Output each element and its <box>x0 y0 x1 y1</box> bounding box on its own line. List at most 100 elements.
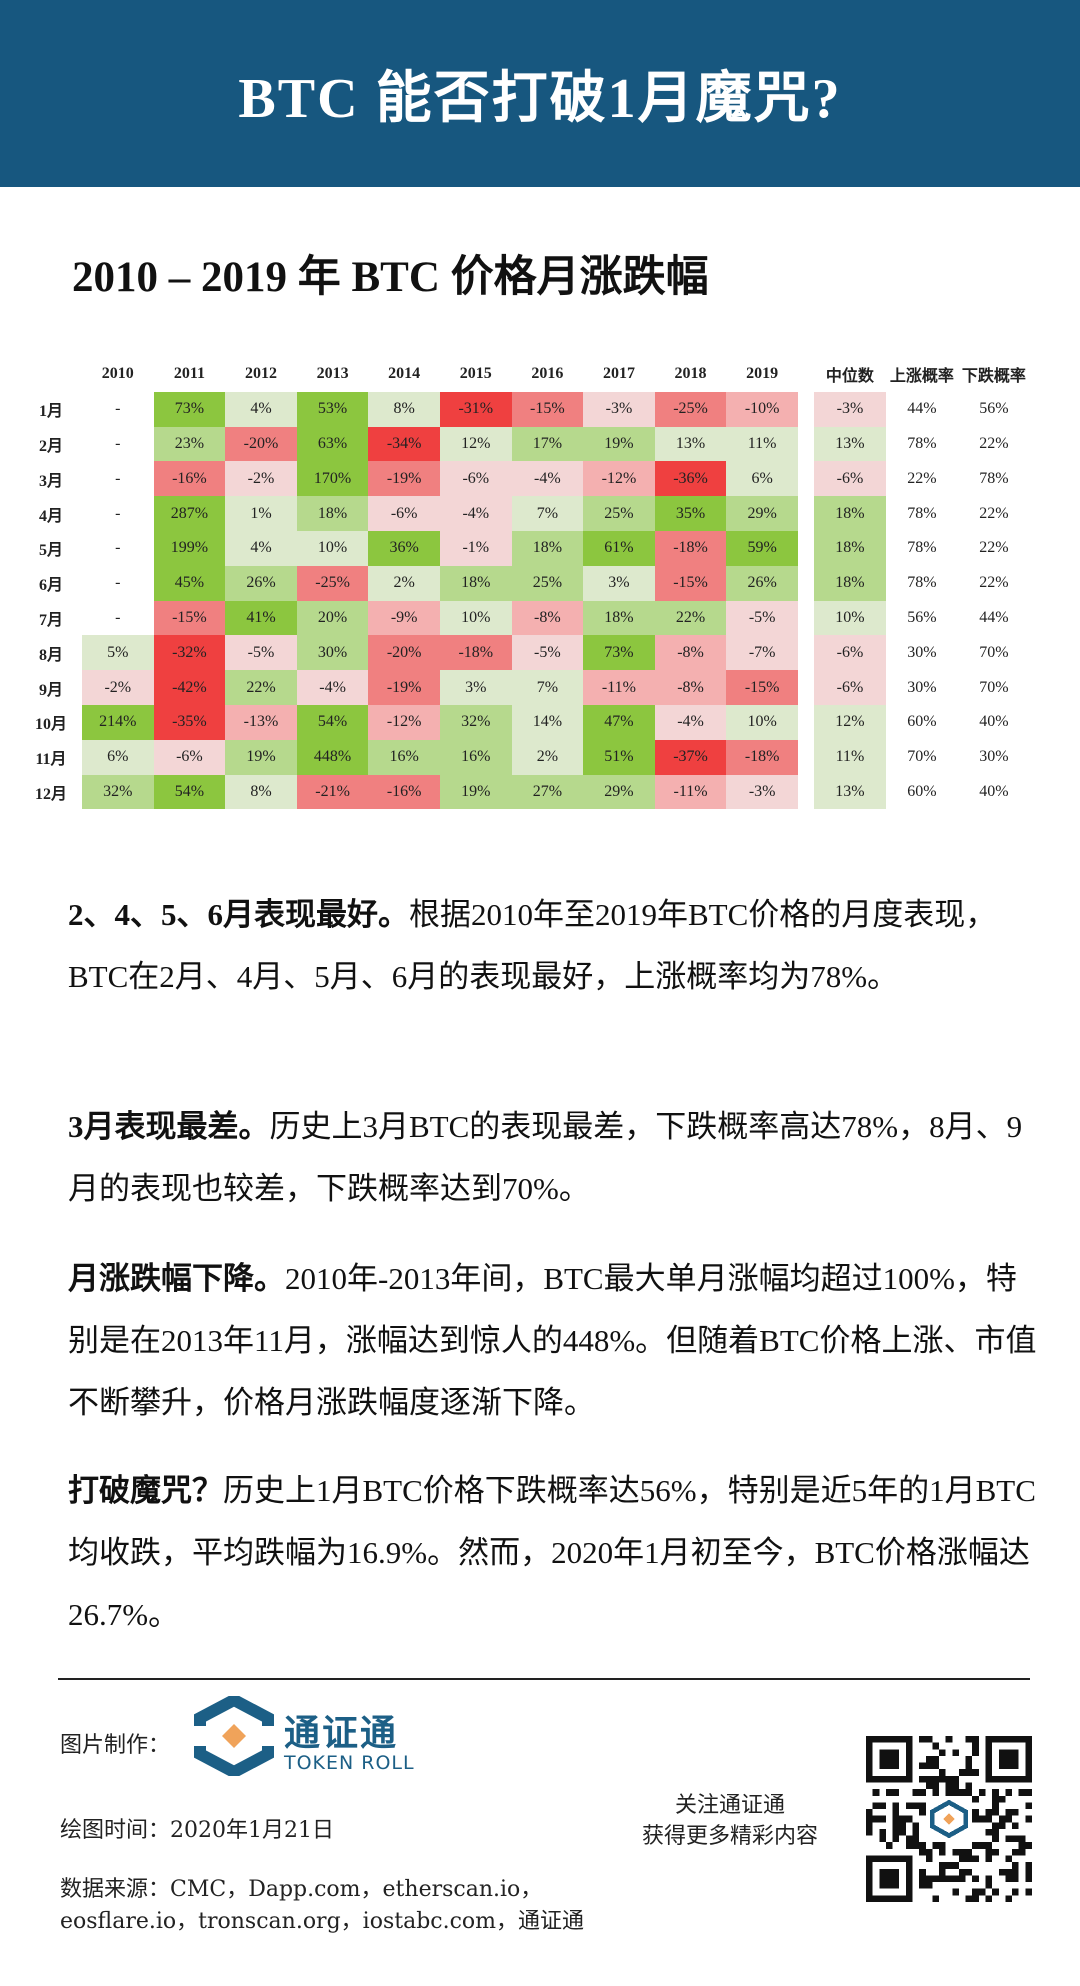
footer-divider <box>58 1678 1030 1680</box>
value-cell: 5% <box>82 635 154 671</box>
value-cell: 61% <box>583 530 655 566</box>
value-cell: 3% <box>583 565 655 601</box>
value-cell: -16% <box>153 461 226 497</box>
value-cell: -1% <box>439 530 512 566</box>
value-cell: 4% <box>225 530 297 566</box>
heatmap-table: 2010 2011 2012 2013 2014 2015 2016 2017 2018 2019… <box>20 357 1030 810</box>
month-label: 6月 <box>38 577 63 595</box>
value-cell: 19% <box>439 774 512 810</box>
value-cell: 214% <box>82 704 154 740</box>
value-cell: -31% <box>439 391 512 427</box>
banner-title: BTC 能否打破1月魔咒? <box>238 68 842 130</box>
gap-cell <box>797 530 814 566</box>
table-row: 7月 - -15% 41% 20% -9% 10% -8% 18% 22% -5% 10% 56% 44% <box>20 600 1030 636</box>
up-probability-cell: 30% <box>885 635 958 671</box>
table-row: 12月 32% 54% 8% -21% -16% 19% 27% 29% -11% -3% 13% 60… <box>20 774 1030 810</box>
value-cell: 287% <box>153 496 226 531</box>
value-cell: 2% <box>511 739 584 775</box>
year-header: 2014 <box>388 365 421 383</box>
paragraph-text: 2010年-2013年间，BTC最大单月涨幅均超过100%，特别是在2013年1… <box>68 1261 1037 1420</box>
up-probability-cell: 22% <box>885 461 958 497</box>
logo-text: 通证通 <box>284 1713 399 1754</box>
table-row: 9月 -2% -42% 22% -4% -19% 3% 7% -11% -8% -15% -6% 30%… <box>20 670 1030 705</box>
up-probability-cell: 78% <box>885 565 958 601</box>
value-cell: -12% <box>583 461 655 497</box>
median-cell: 13% <box>813 426 886 462</box>
median-cell: 10% <box>813 600 886 636</box>
year-header: 2015 <box>459 365 492 383</box>
value-cell: -2% <box>82 670 154 705</box>
value-cell: -42% <box>153 670 226 705</box>
year-header: 2013 <box>316 365 349 383</box>
value-cell: -15% <box>654 565 727 601</box>
down-probability-cell: 22% <box>957 530 1030 566</box>
gap-cell <box>797 391 814 427</box>
value-cell: 54% <box>296 704 369 740</box>
stat-header: 上涨概率 <box>889 368 954 386</box>
down-probability-cell: 22% <box>957 496 1030 531</box>
paragraph-best-months: 2、4、5、6月表现最好。根据2010年至2019年BTC价格的月度表现，BTC… <box>68 884 1038 1008</box>
value-cell: 45% <box>153 565 226 601</box>
value-cell: 4% <box>225 391 297 427</box>
value-cell: 170% <box>296 461 369 497</box>
value-cell: -5% <box>511 635 584 671</box>
value-cell: -32% <box>153 635 226 671</box>
value-cell: -6% <box>153 739 226 775</box>
gap-cell <box>797 670 814 705</box>
paragraph-lead: 打破魔咒？ <box>68 1473 223 1508</box>
value-cell: 25% <box>583 496 655 531</box>
up-probability-cell: 60% <box>885 774 958 810</box>
value-cell: -5% <box>225 635 297 671</box>
up-probability-cell: 60% <box>885 704 958 740</box>
value-cell: 51% <box>583 739 655 775</box>
header-corner <box>20 357 82 392</box>
table-title: 2010 – 2019 年 BTC 价格月涨跌幅 <box>72 254 709 301</box>
gap-cell <box>797 704 814 740</box>
value-cell: -3% <box>583 391 655 427</box>
value-cell: 17% <box>511 426 584 462</box>
value-cell: -18% <box>439 635 512 671</box>
paragraph-break-curse: 打破魔咒？历史上1月BTC价格下跌概率达56%，特别是近5年的1月BTC均收跌，… <box>68 1460 1038 1646</box>
value-cell: - <box>82 530 154 566</box>
year-header: 2016 <box>531 365 564 383</box>
gap-cell <box>797 774 814 810</box>
value-cell: -4% <box>439 496 512 531</box>
month-label: 7月 <box>38 611 63 629</box>
value-cell: 6% <box>726 461 798 497</box>
value-cell: 25% <box>511 565 584 601</box>
qr-code-icon[interactable] <box>866 1736 1032 1902</box>
down-probability-cell: 70% <box>957 635 1030 671</box>
up-probability-cell: 78% <box>885 496 958 531</box>
down-probability-cell: 44% <box>957 600 1030 636</box>
value-cell: 8% <box>225 774 297 810</box>
header-banner: BTC 能否打破1月魔咒? <box>0 0 1080 187</box>
value-cell: 41% <box>225 600 297 636</box>
value-cell: 63% <box>296 426 369 462</box>
table-row: 11月 6% -6% 19% 448% 16% 16% 2% 51% -37% -18% 11% 70%… <box>20 739 1030 775</box>
value-cell: -11% <box>583 670 655 705</box>
value-cell: -6% <box>439 461 512 497</box>
down-probability-cell: 78% <box>957 461 1030 497</box>
median-cell: 18% <box>813 530 886 566</box>
month-label: 2月 <box>38 437 63 455</box>
value-cell: 11% <box>726 426 798 462</box>
median-cell: 18% <box>813 565 886 601</box>
value-cell: - <box>82 461 154 497</box>
follow-line-1: 关注通证通 <box>674 1793 785 1818</box>
table-row: 6月 -45% 26% -25% 2% 18% 25% 3% -15% 26% 18% 78% 22% <box>20 565 1030 601</box>
value-cell: -16% <box>368 774 440 810</box>
value-cell: -18% <box>726 739 798 775</box>
logo-mark-icon <box>192 1693 276 1779</box>
value-cell: 32% <box>82 774 154 810</box>
month-label: 5月 <box>38 542 63 560</box>
value-cell: -4% <box>654 704 727 740</box>
value-cell: 448% <box>296 739 369 775</box>
data-source-line-2: eosflare.io，tronscan.org，iostabc.com，通证通 <box>60 1909 585 1934</box>
up-probability-cell: 78% <box>885 530 958 566</box>
median-cell: 13% <box>813 774 886 810</box>
table-row: 5月 -199% 4% 10% 36% -1% 18% 61% -18% 59% 18% 78% 22% <box>20 530 1030 566</box>
median-cell: 18% <box>813 496 886 531</box>
table-row: 8月 5% -32% -5% 30% -20% -18% -5% 73% -8% -7% -6% 30%… <box>20 635 1030 671</box>
value-cell: -5% <box>726 600 798 636</box>
value-cell: -13% <box>225 704 297 740</box>
